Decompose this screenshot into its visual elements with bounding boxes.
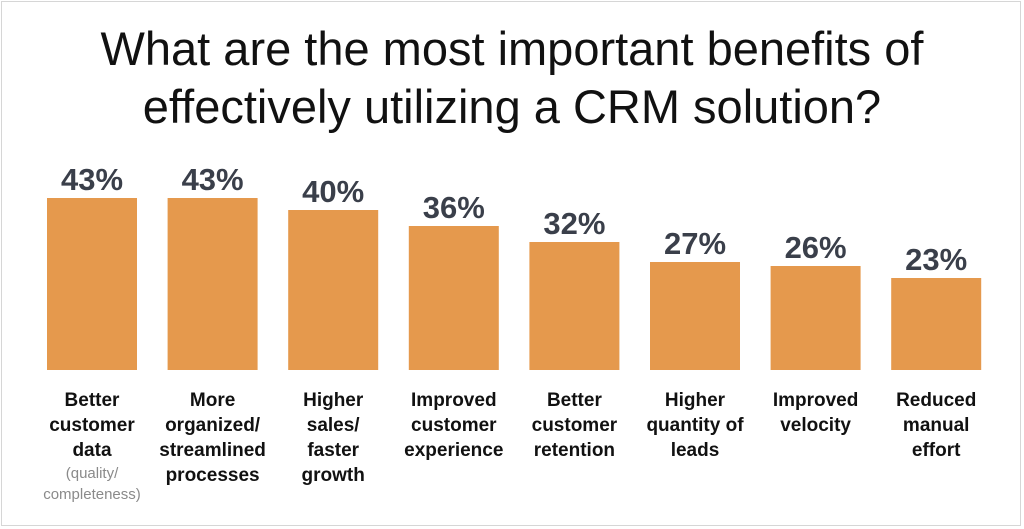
bar <box>770 266 861 370</box>
category-label: Improved customer experience <box>394 388 514 463</box>
category-text: Improved velocity <box>772 390 859 436</box>
chart-title: What are the most important benefits of … <box>100 22 924 133</box>
data-label: 43% <box>182 162 244 197</box>
category-label: Higher quantity of leads <box>635 388 755 463</box>
category-note: (quality/ completeness) <box>43 465 141 503</box>
category-text: More organized/ streamlined processes <box>159 390 266 486</box>
category-text: Reduced manual effort <box>896 390 977 461</box>
category-label: Better customer retention <box>514 388 634 463</box>
category-label: Higher sales/ faster growth <box>273 388 393 488</box>
data-label: 27% <box>664 226 726 261</box>
bar <box>47 198 137 370</box>
bar <box>167 198 258 370</box>
category-label: More organized/ streamlined processes <box>153 388 273 488</box>
data-label: 40% <box>302 174 364 209</box>
bar <box>891 278 982 370</box>
data-label: 26% <box>785 230 847 265</box>
data-label: 43% <box>61 162 123 197</box>
data-label: 23% <box>905 242 967 277</box>
bar <box>650 262 740 370</box>
category-text: Higher quantity of leads <box>646 390 744 461</box>
category-label: Better customer data (quality/ completene… <box>32 388 152 505</box>
category-label: Reduced manual effort <box>876 388 996 463</box>
data-label: 36% <box>423 190 485 225</box>
bar <box>529 242 620 370</box>
category-text: Better customer retention <box>531 390 618 461</box>
bar <box>408 226 499 370</box>
bar <box>288 210 379 370</box>
category-text: Improved customer experience <box>404 390 504 461</box>
category-label: Improved velocity <box>756 388 876 438</box>
category-text: Higher sales/ faster growth <box>301 390 365 486</box>
category-text: Better customer data <box>49 390 135 461</box>
data-label: 32% <box>543 206 605 241</box>
